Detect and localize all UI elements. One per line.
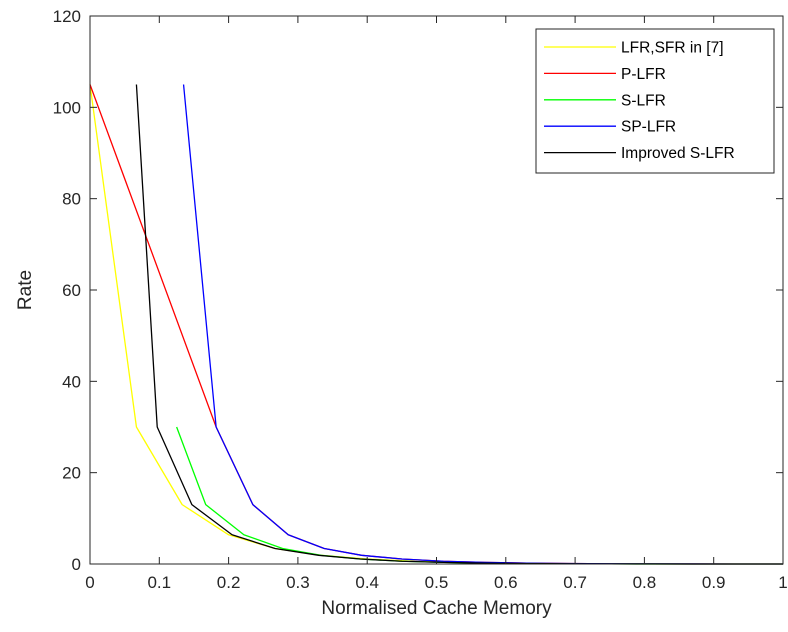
tick-label-layer: 0 0.1 0.2 0.3 0.4 0.5 0.6 0.7 0.8 0.9 1 0 20 40 60 80 10… [53,7,788,592]
x-axis-title: Normalised Cache Memory [321,598,552,619]
legend: LFR,SFR in [7] P-LFR S-LFR SP-LFR Improved S… [535,28,775,174]
legend-box [535,28,775,174]
x-tick-label: 0.6 [494,573,518,592]
x-tick-label: 0.7 [563,573,587,592]
legend-label-2: P-LFR [621,66,666,83]
axes-layer [89,15,784,565]
legend-label-4: SP-LFR [621,119,676,136]
y-tick-label: 20 [62,464,81,483]
x-tick-label: 0.4 [355,573,379,592]
x-tick-label: 0 [85,573,94,592]
y-tick-label: 100 [53,98,81,117]
y-tick-label: 40 [62,372,81,391]
legend-label-5: Improved S-LFR [621,145,735,162]
legend-label-1: LFR,SFR in [7] [621,40,724,57]
x-tick-label: 1 [778,573,787,592]
y-tick-label: 120 [53,7,81,26]
legend-label-3: S-LFR [621,92,666,109]
x-tick-label: 0.9 [702,573,726,592]
y-tick-label: 60 [62,281,81,300]
y-axis-title: Rate [15,270,36,310]
y-tick-label: 0 [72,555,81,574]
x-tick-label: 0.5 [425,573,449,592]
y-tick-label: 80 [62,190,81,209]
x-tick-label: 0.2 [217,573,241,592]
x-tick-label: 0.1 [147,573,171,592]
x-tick-label: 0.8 [633,573,657,592]
x-tick-label: 0.3 [286,573,310,592]
